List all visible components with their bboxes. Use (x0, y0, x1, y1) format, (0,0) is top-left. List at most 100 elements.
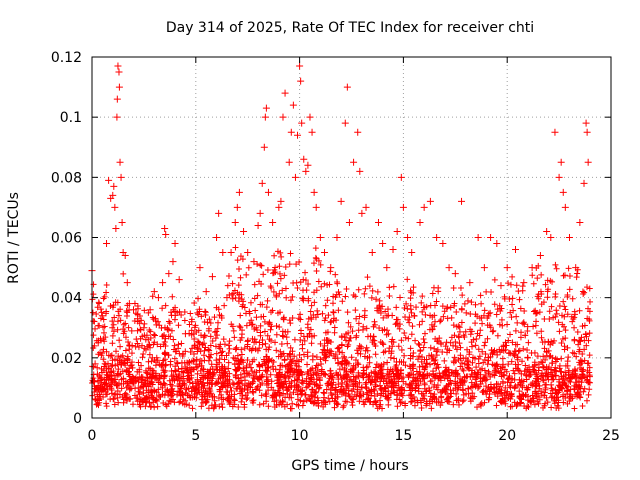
data-point (530, 280, 537, 287)
data-point (535, 378, 542, 385)
data-point (548, 394, 555, 401)
data-point (162, 302, 169, 309)
data-point (473, 364, 480, 371)
data-point (355, 320, 362, 327)
data-point (332, 384, 339, 391)
data-point (230, 354, 237, 361)
data-point (569, 349, 576, 356)
data-point (558, 355, 565, 362)
data-point (261, 113, 269, 121)
data-point (576, 391, 583, 398)
data-point (316, 234, 324, 241)
data-point (419, 308, 426, 315)
data-point (200, 352, 207, 359)
data-point (384, 327, 391, 334)
data-point (313, 353, 320, 360)
data-point (276, 366, 283, 373)
data-point (109, 324, 116, 331)
data-point (265, 320, 272, 327)
data-point (122, 320, 129, 327)
data-point (159, 305, 166, 312)
data-point (379, 240, 387, 248)
data-point (571, 314, 578, 321)
data-point (516, 296, 523, 303)
data-point (439, 303, 446, 310)
data-point (338, 342, 345, 349)
data-point (153, 396, 160, 403)
data-point (504, 388, 511, 395)
data-point (206, 316, 213, 323)
data-point (571, 366, 578, 373)
data-point (239, 331, 246, 338)
data-point (469, 343, 476, 350)
data-point (480, 264, 488, 272)
data-point (315, 257, 322, 264)
data-point (330, 353, 337, 360)
data-point (324, 297, 331, 304)
data-point (136, 366, 143, 373)
data-point (165, 400, 172, 407)
data-point (558, 339, 565, 346)
data-point (284, 340, 291, 347)
data-point (276, 290, 283, 297)
data-point (503, 264, 511, 272)
data-point (333, 317, 340, 324)
data-point (267, 371, 274, 378)
data-point (558, 373, 565, 380)
data-point (468, 299, 475, 306)
data-point (384, 359, 391, 366)
data-point (546, 316, 553, 323)
data-point (93, 384, 100, 391)
data-point (269, 363, 276, 370)
data-point (424, 370, 431, 377)
data-point (353, 315, 360, 322)
data-point (332, 271, 339, 278)
data-point (264, 332, 271, 339)
data-point (136, 320, 143, 327)
data-point (123, 279, 131, 287)
data-point (281, 357, 288, 364)
data-point (415, 382, 422, 389)
data-point (420, 344, 427, 351)
data-point (202, 311, 209, 318)
data-point (581, 289, 588, 296)
data-point (460, 397, 467, 404)
data-point (429, 326, 436, 333)
data-point (191, 324, 198, 331)
data-point (553, 405, 560, 412)
data-point (528, 349, 535, 356)
data-point (421, 366, 428, 373)
data-point (402, 380, 409, 387)
data-point (108, 390, 115, 397)
data-point (566, 286, 573, 293)
data-point (334, 360, 341, 367)
data-point (238, 398, 245, 405)
data-point (564, 400, 571, 407)
data-point (335, 307, 342, 314)
data-point (289, 101, 297, 109)
data-point (314, 367, 321, 374)
data-point (385, 396, 392, 403)
data-point (175, 322, 182, 329)
data-point (278, 401, 285, 408)
data-point (125, 371, 132, 378)
data-point (145, 389, 152, 396)
data-point (160, 367, 167, 374)
data-point (274, 280, 281, 287)
data-point (281, 403, 288, 410)
data-point (420, 372, 427, 379)
data-point (457, 375, 464, 382)
data-point (305, 280, 312, 287)
data-point (153, 321, 160, 328)
data-point (504, 379, 511, 386)
data-point (498, 390, 505, 397)
data-point (199, 365, 206, 372)
data-point (114, 394, 121, 401)
data-point (212, 335, 219, 342)
data-point (285, 365, 292, 372)
data-point (180, 369, 187, 376)
data-point (463, 309, 470, 316)
data-point (488, 347, 495, 354)
data-point (111, 314, 118, 321)
data-point (530, 323, 537, 330)
